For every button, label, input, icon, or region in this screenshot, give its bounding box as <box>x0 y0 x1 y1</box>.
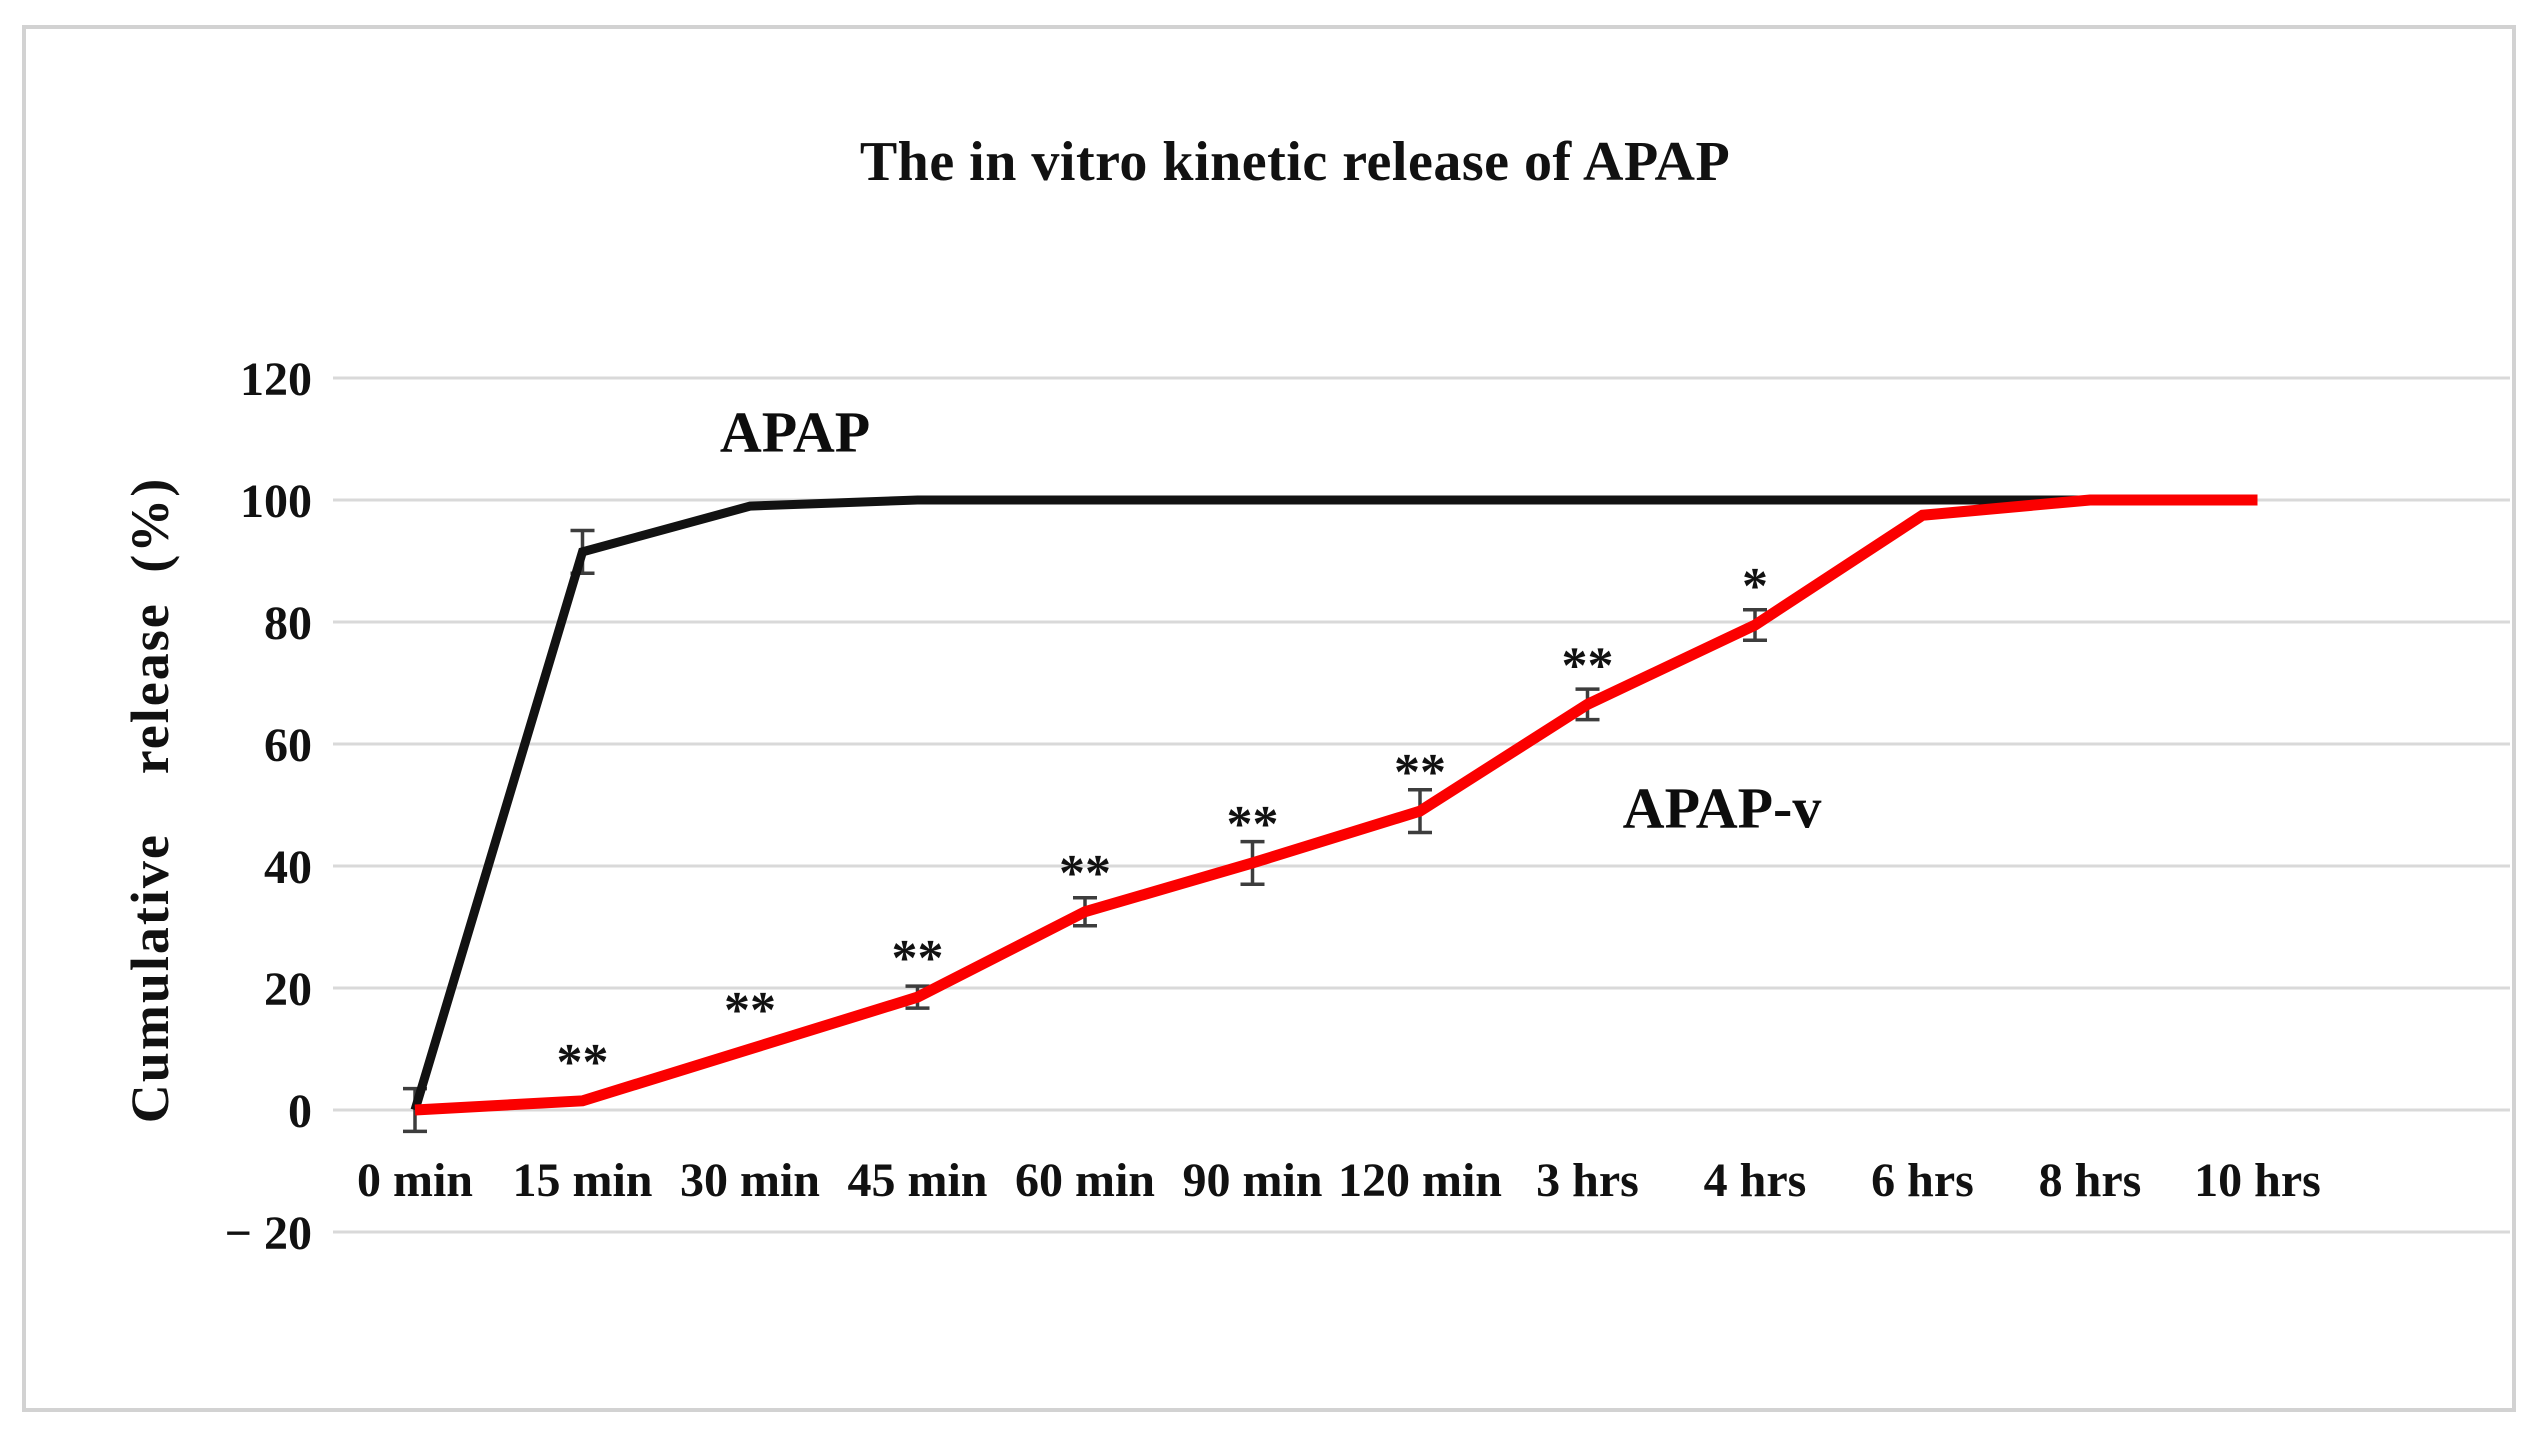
y-tick-label: 120 <box>240 353 312 406</box>
x-tick-label: 6 hrs <box>1871 1154 1974 1207</box>
significance-marker: ** <box>557 1034 609 1091</box>
significance-marker: ** <box>1059 845 1111 902</box>
x-tick-label: 10 hrs <box>2194 1154 2321 1207</box>
significance-marker: ** <box>724 982 776 1039</box>
chart-title: The in vitro kinetic release of APAP <box>859 131 1731 193</box>
x-tick-label: 45 min <box>847 1154 987 1207</box>
x-tick-label: 4 hrs <box>1704 1154 1807 1207</box>
x-tick-label: 15 min <box>512 1154 652 1207</box>
significance-marker: ** <box>1227 796 1279 853</box>
y-tick-label: 0 <box>288 1085 312 1138</box>
y-tick-label: 40 <box>264 841 312 894</box>
x-tick-label: 90 min <box>1182 1154 1322 1207</box>
y-tick-label: 100 <box>240 475 312 528</box>
series-label-apap: APAP <box>719 399 871 465</box>
significance-marker: ** <box>892 930 944 987</box>
x-tick-label: 3 hrs <box>1536 1154 1639 1207</box>
series-label-apap-v: APAP-v <box>1622 775 1822 841</box>
y-tick-label: 20 <box>264 963 312 1016</box>
x-tick-label: 8 hrs <box>2039 1154 2142 1207</box>
y-tick-label: − 20 <box>225 1207 312 1260</box>
x-tick-label: 0 min <box>357 1154 473 1207</box>
x-tick-label: 30 min <box>680 1154 820 1207</box>
x-tick-label: 120 min <box>1338 1154 1502 1207</box>
x-tick-label: 60 min <box>1015 1154 1155 1207</box>
y-axis-title: Cumulative release (%) <box>120 476 180 1124</box>
apap-v-line <box>414 494 2258 1116</box>
y-tick-label: 80 <box>264 597 312 650</box>
significance-marker: ** <box>1394 744 1446 801</box>
y-tick-label: 60 <box>264 719 312 772</box>
significance-marker: * <box>1742 558 1768 615</box>
figure-border <box>22 25 2516 1412</box>
apap-line <box>410 495 2258 1112</box>
significance-marker: ** <box>1562 637 1614 694</box>
